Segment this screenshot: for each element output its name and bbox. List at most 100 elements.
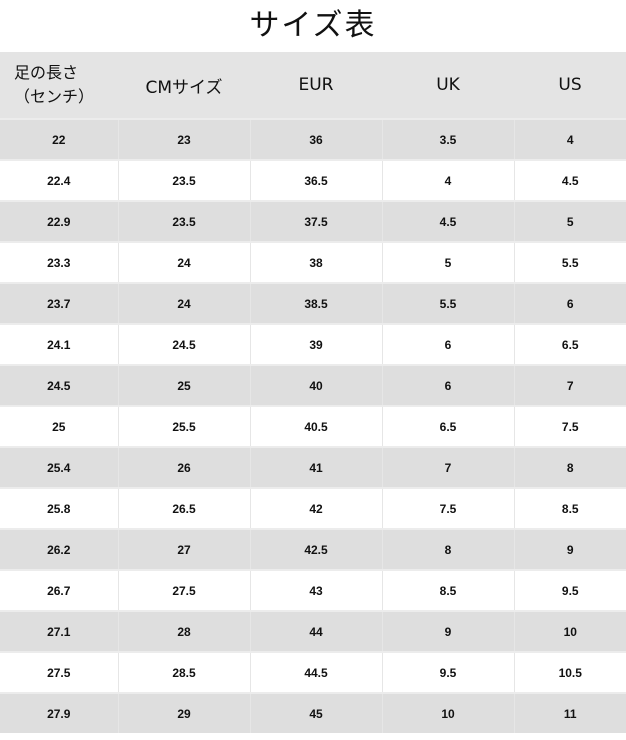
table-header-row: 足の長さ （センチ） CMサイズ EUR UK US (0, 52, 626, 119)
cell-eur: 38 (249, 241, 382, 283)
cell-cm-size: 27 (117, 528, 250, 570)
cell-us: 4 (513, 118, 626, 160)
cell-foot-length: 24.1 (0, 323, 118, 365)
table-row: 26.7 27.5 43 8.5 9.5 (0, 569, 626, 611)
cell-cm-size: 26 (117, 446, 250, 488)
cell-us: 5 (513, 200, 626, 242)
cell-uk: 9.5 (381, 651, 514, 693)
header-foot-length-line2: （センチ） (14, 87, 95, 106)
cell-us: 9.5 (513, 569, 626, 611)
header-eur: EUR (250, 52, 382, 119)
cell-uk: 7 (381, 446, 514, 488)
cell-us: 8 (513, 446, 626, 488)
cell-eur: 44.5 (249, 651, 382, 693)
table-row: 27.5 28.5 44.5 9.5 10.5 (0, 651, 626, 693)
cell-uk: 6 (381, 364, 514, 406)
cell-cm-size: 28.5 (117, 651, 250, 693)
cell-foot-length: 27.9 (0, 692, 118, 733)
cell-cm-size: 25 (117, 364, 250, 406)
table-row: 27.1 28 44 9 10 (0, 610, 626, 652)
cell-us: 11 (513, 692, 626, 733)
cell-eur: 40.5 (249, 405, 382, 447)
table-row: 25.8 26.5 42 7.5 8.5 (0, 487, 626, 529)
cell-foot-length: 22 (0, 118, 118, 160)
cell-us: 6.5 (513, 323, 626, 365)
header-foot-length-line1: 足の長さ (14, 63, 79, 82)
size-table: 足の長さ （センチ） CMサイズ EUR UK US 22 23 36 3.5 4 22.4… (0, 52, 626, 733)
cell-cm-size: 23 (117, 118, 250, 160)
header-uk: UK (382, 52, 514, 119)
cell-uk: 5 (381, 241, 514, 283)
cell-eur: 40 (249, 364, 382, 406)
cell-foot-length: 27.5 (0, 651, 118, 693)
cell-uk: 6 (381, 323, 514, 365)
cell-eur: 36.5 (249, 159, 382, 201)
cell-eur: 45 (249, 692, 382, 733)
cell-uk: 5.5 (381, 282, 514, 324)
cell-uk: 7.5 (381, 487, 514, 529)
table-row: 22.9 23.5 37.5 4.5 5 (0, 200, 626, 242)
cell-cm-size: 28 (117, 610, 250, 652)
cell-cm-size: 25.5 (117, 405, 250, 447)
table-row: 25 25.5 40.5 6.5 7.5 (0, 405, 626, 447)
cell-eur: 44 (249, 610, 382, 652)
cell-us: 7.5 (513, 405, 626, 447)
cell-us: 8.5 (513, 487, 626, 529)
table-row: 27.9 29 45 10 11 (0, 692, 626, 733)
cell-us: 5.5 (513, 241, 626, 283)
table-row: 26.2 27 42.5 8 9 (0, 528, 626, 570)
cell-eur: 41 (249, 446, 382, 488)
cell-eur: 37.5 (249, 200, 382, 242)
cell-foot-length: 26.7 (0, 569, 118, 611)
table-row: 22.4 23.5 36.5 4 4.5 (0, 159, 626, 201)
cell-cm-size: 24 (117, 282, 250, 324)
cell-uk: 10 (381, 692, 514, 733)
cell-foot-length: 25 (0, 405, 118, 447)
cell-eur: 42.5 (249, 528, 382, 570)
cell-foot-length: 27.1 (0, 610, 118, 652)
cell-foot-length: 25.8 (0, 487, 118, 529)
cell-foot-length: 25.4 (0, 446, 118, 488)
table-row: 24.1 24.5 39 6 6.5 (0, 323, 626, 365)
cell-uk: 8 (381, 528, 514, 570)
page-title: サイズ表 (249, 8, 377, 43)
cell-foot-length: 22.4 (0, 159, 118, 201)
cell-cm-size: 27.5 (117, 569, 250, 611)
table-row: 25.4 26 41 7 8 (0, 446, 626, 488)
cell-eur: 38.5 (249, 282, 382, 324)
cell-eur: 43 (249, 569, 382, 611)
header-foot-length: 足の長さ （センチ） (0, 52, 118, 119)
cell-us: 6 (513, 282, 626, 324)
cell-uk: 4 (381, 159, 514, 201)
cell-cm-size: 29 (117, 692, 250, 733)
header-us: US (514, 52, 626, 119)
cell-uk: 3.5 (381, 118, 514, 160)
header-cm-size: CMサイズ (118, 52, 250, 119)
table-row: 22 23 36 3.5 4 (0, 118, 626, 160)
cell-us: 10 (513, 610, 626, 652)
cell-uk: 8.5 (381, 569, 514, 611)
cell-foot-length: 24.5 (0, 364, 118, 406)
table-row: 23.7 24 38.5 5.5 6 (0, 282, 626, 324)
cell-us: 10.5 (513, 651, 626, 693)
cell-eur: 42 (249, 487, 382, 529)
cell-uk: 4.5 (381, 200, 514, 242)
cell-foot-length: 22.9 (0, 200, 118, 242)
cell-eur: 39 (249, 323, 382, 365)
cell-cm-size: 24 (117, 241, 250, 283)
cell-uk: 6.5 (381, 405, 514, 447)
cell-us: 9 (513, 528, 626, 570)
table-row: 24.5 25 40 6 7 (0, 364, 626, 406)
cell-us: 4.5 (513, 159, 626, 201)
cell-foot-length: 23.3 (0, 241, 118, 283)
cell-cm-size: 23.5 (117, 159, 250, 201)
cell-cm-size: 24.5 (117, 323, 250, 365)
cell-cm-size: 26.5 (117, 487, 250, 529)
cell-foot-length: 23.7 (0, 282, 118, 324)
cell-foot-length: 26.2 (0, 528, 118, 570)
cell-eur: 36 (249, 118, 382, 160)
table-row: 23.3 24 38 5 5.5 (0, 241, 626, 283)
cell-uk: 9 (381, 610, 514, 652)
cell-cm-size: 23.5 (117, 200, 250, 242)
cell-us: 7 (513, 364, 626, 406)
